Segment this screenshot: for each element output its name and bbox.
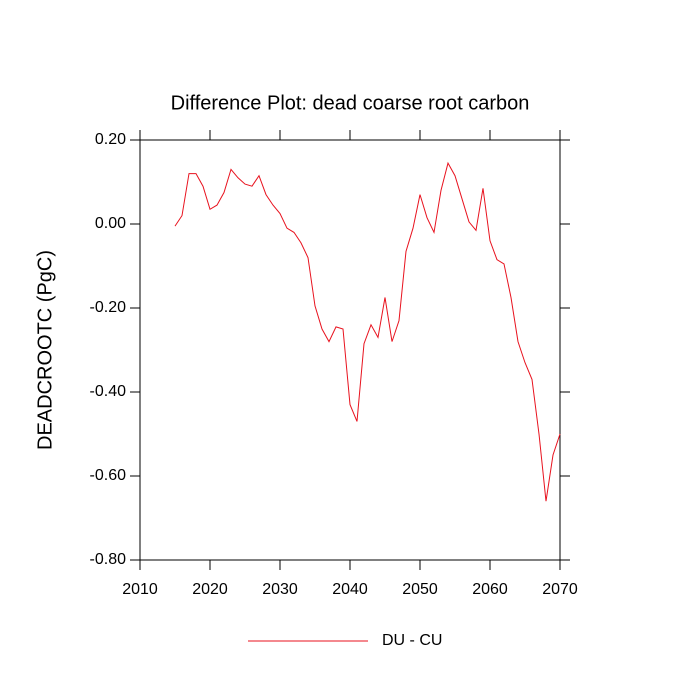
x-tick-label: 2050	[402, 581, 438, 598]
y-tick-label: -0.60	[90, 467, 127, 484]
x-tick-label: 2040	[332, 581, 368, 598]
y-tick-label: -0.80	[90, 551, 127, 568]
chart-title: Difference Plot: dead coarse root carbon	[171, 92, 530, 114]
y-tick-label: 0.20	[95, 131, 126, 148]
x-tick-label: 2070	[542, 581, 578, 598]
x-tick-label: 2060	[472, 581, 508, 598]
x-tick-label: 2010	[122, 581, 158, 598]
legend-label: DU - CU	[382, 632, 442, 649]
data-line	[174, 161, 561, 502]
y-tick-label: 0.00	[95, 215, 126, 232]
y-tick-label: -0.40	[90, 383, 127, 400]
x-tick-label: 2020	[192, 581, 228, 598]
y-tick-label: -0.20	[90, 299, 127, 316]
plot-frame	[139, 139, 561, 561]
x-tick-label: 2030	[262, 581, 298, 598]
y-axis-label: DEADCROOTC (PgC)	[34, 250, 56, 450]
